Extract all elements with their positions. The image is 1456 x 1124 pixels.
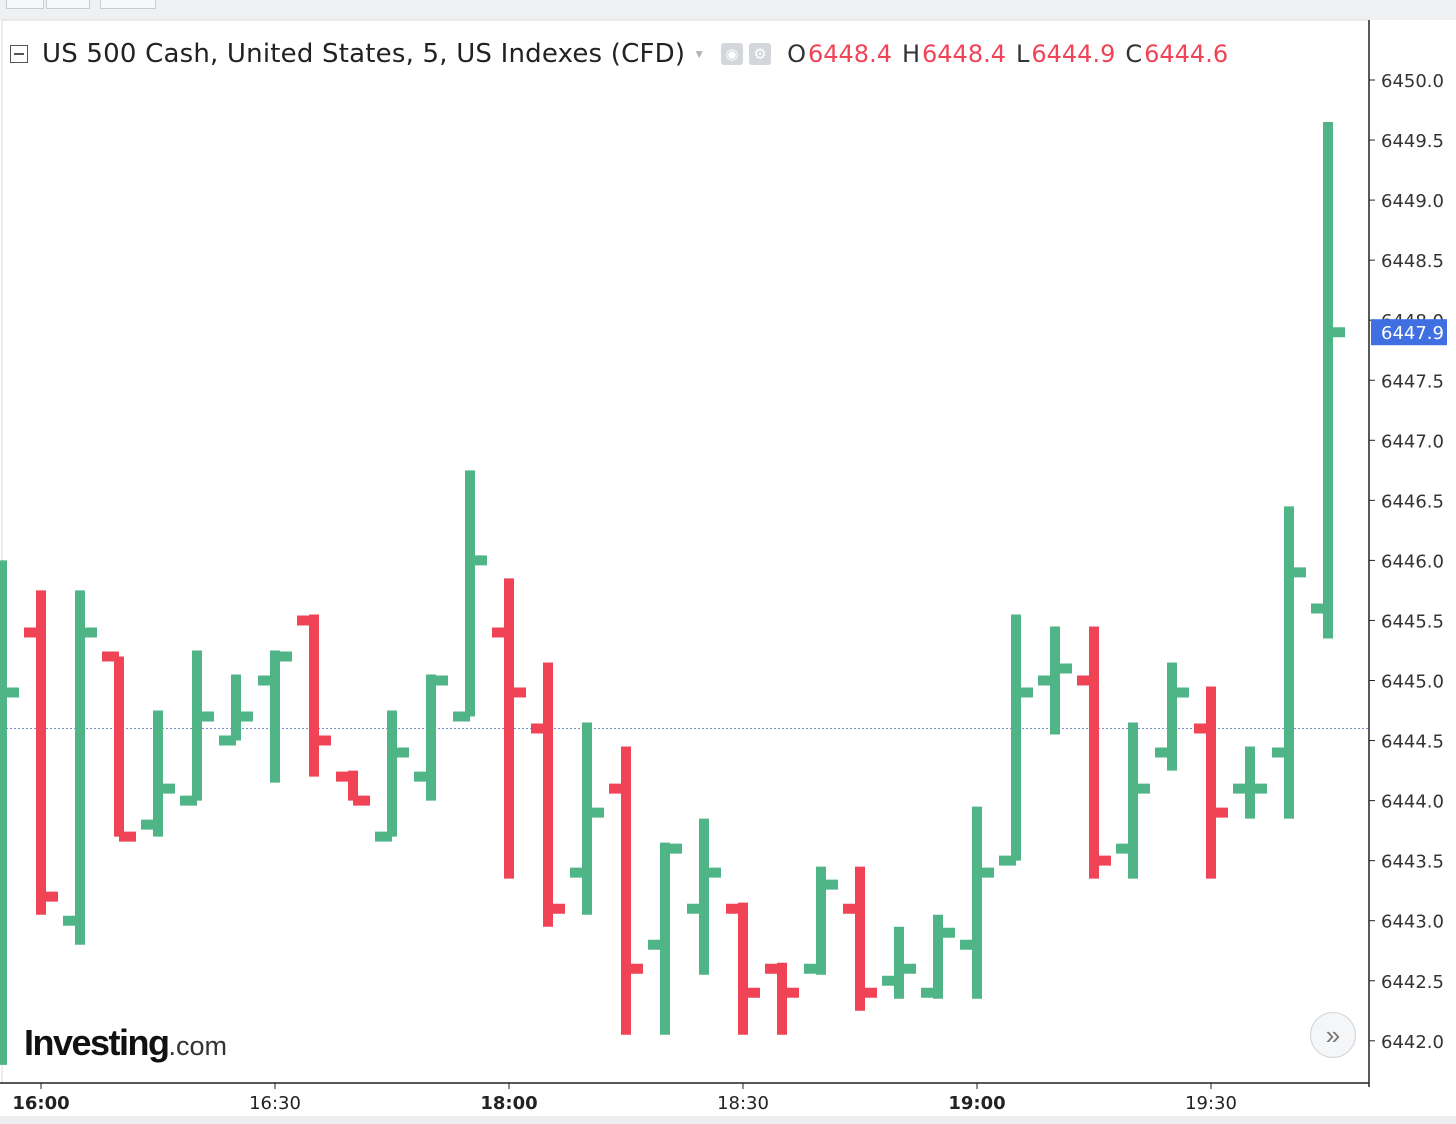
- ohlc-bar: [1194, 686, 1228, 879]
- low-label: L: [1016, 40, 1030, 68]
- x-tick-label: 18:00: [480, 1093, 537, 1114]
- ohlc-bar: [492, 578, 526, 879]
- logo-brand: Investing: [24, 1022, 170, 1063]
- bottom-strip: [0, 1116, 1456, 1124]
- ohlc-bar: [375, 710, 409, 842]
- symbol-title[interactable]: US 500 Cash, United States, 5, US Indexe…: [42, 39, 686, 69]
- ohlc-bar: [804, 866, 838, 975]
- high-label: H: [901, 40, 921, 68]
- ohlc-bar: [102, 651, 136, 842]
- close-value: 6444.6: [1144, 40, 1229, 68]
- double-chevron-right-icon: »: [1325, 1019, 1341, 1050]
- low-value: 6444.9: [1031, 40, 1116, 68]
- y-tick-label: 6447.5: [1381, 371, 1444, 392]
- y-tick-label: 6442.0: [1381, 1032, 1444, 1053]
- ohlc-bar: [141, 710, 175, 837]
- y-tick-label: 6450.0: [1381, 71, 1444, 92]
- y-tick-label: 6443.5: [1381, 852, 1444, 873]
- y-tick-label: 6448.5: [1381, 251, 1444, 272]
- ohlc-bar: [258, 650, 292, 783]
- current-price-tag: [1371, 319, 1447, 346]
- ohlc-bar: [1116, 722, 1150, 879]
- x-tick-label: 16:30: [249, 1093, 301, 1114]
- scroll-to-realtime-button[interactable]: »: [1310, 1012, 1356, 1058]
- ohlc-bar: [1272, 506, 1306, 819]
- ohlc-bar: [1233, 746, 1267, 819]
- ohlc-bar: [180, 650, 214, 806]
- ohlc-bar: [414, 674, 448, 801]
- x-tick-label: 18:30: [717, 1093, 769, 1114]
- ohlc-bar: [453, 470, 487, 722]
- y-tick-label: 6446.0: [1381, 551, 1444, 572]
- ohlc-bar: [1155, 662, 1189, 771]
- ohlc-bar: [687, 818, 721, 975]
- high-value: 6448.4: [922, 40, 1006, 68]
- ohlc-bar: [24, 590, 58, 915]
- ohlc-bar: [648, 842, 682, 1035]
- collapse-icon[interactable]: [10, 45, 28, 63]
- ohlc-bar: [336, 770, 370, 806]
- ohlc-bar: [1311, 122, 1345, 639]
- ohlc-bar: [63, 590, 97, 945]
- investing-logo: Investing.com: [24, 1022, 227, 1064]
- ohlc-bar: [726, 902, 760, 1035]
- ohlc-bar: [297, 614, 331, 777]
- y-tick-label: 6443.0: [1381, 912, 1444, 933]
- y-tick-label: 6445.5: [1381, 611, 1444, 632]
- ohlc-bar: [765, 962, 799, 1035]
- y-tick-label: 6447.0: [1381, 431, 1444, 452]
- ohlc-bar: [921, 914, 955, 999]
- x-tick-label: 16:00: [12, 1093, 69, 1114]
- logo-suffix: .com: [168, 1031, 228, 1061]
- ohlc-bar: [570, 722, 604, 915]
- ohlc-bar: [999, 614, 1033, 866]
- y-tick-label: 6444.0: [1381, 792, 1444, 813]
- toolbar-tab[interactable]: [100, 0, 156, 9]
- y-tick-label: 6449.0: [1381, 191, 1444, 212]
- ohlc-bar: [1077, 626, 1111, 879]
- toolbar-tab[interactable]: [46, 0, 90, 9]
- eye-icon[interactable]: ◉: [721, 43, 744, 65]
- chevron-down-icon[interactable]: ▼: [693, 47, 706, 61]
- y-tick-label: 6449.5: [1381, 131, 1444, 152]
- plot-frame: [1, 19, 1370, 1084]
- y-tick-label: 6444.5: [1381, 732, 1444, 753]
- y-tick-label: 6442.5: [1381, 972, 1444, 993]
- current-price-label: 6447.9: [1381, 323, 1444, 344]
- ohlc-bar: [882, 926, 916, 999]
- ohlc-bar: [219, 674, 253, 746]
- gear-icon[interactable]: ⚙: [749, 43, 772, 65]
- ohlc-bar: [960, 806, 994, 999]
- y-tick-label: 6446.5: [1381, 491, 1444, 512]
- ohlc-bar: [531, 662, 565, 927]
- ohlc-bar: [843, 866, 877, 1011]
- ohlc-bar: [609, 746, 643, 1035]
- ohlc-bar: [1038, 626, 1072, 735]
- top-toolbar-strip: [0, 0, 1456, 20]
- open-label: O: [787, 40, 806, 68]
- toolbar-tab[interactable]: [6, 0, 44, 9]
- open-value: 6448.4: [807, 40, 892, 68]
- close-label: C: [1125, 40, 1143, 68]
- chart-legend-header: US 500 Cash, United States, 5, US Indexe…: [10, 36, 1228, 72]
- y-tick-label: 6445.0: [1381, 672, 1444, 693]
- x-tick-label: 19:30: [1185, 1093, 1237, 1114]
- x-tick-label: 19:00: [948, 1093, 1005, 1114]
